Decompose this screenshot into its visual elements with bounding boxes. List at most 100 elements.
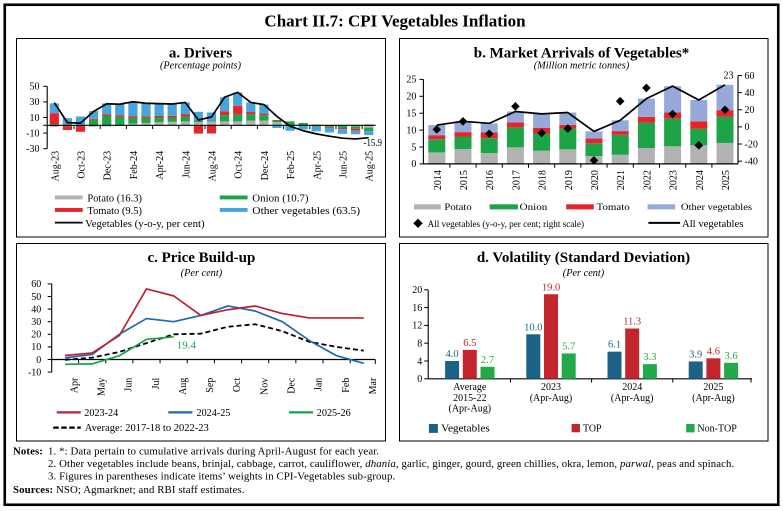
svg-text:Potato: Potato [444, 203, 472, 213]
svg-text:Oct: Oct [232, 377, 243, 392]
svg-text:(Percentage points): (Percentage points) [160, 60, 242, 71]
svg-text:Other vegetables: Other vegetables [681, 203, 752, 213]
svg-text:Onion: Onion [520, 203, 548, 213]
svg-text:2014: 2014 [433, 170, 444, 190]
svg-text:Jun-24: Jun-24 [181, 151, 192, 178]
svg-text:Average: 2017-18 to 2022-23: Average: 2017-18 to 2022-23 [85, 422, 209, 434]
svg-text:(Apr-Aug): (Apr-Aug) [692, 393, 735, 404]
svg-text:8: 8 [417, 339, 422, 350]
svg-text:60: 60 [745, 71, 755, 82]
svg-text:(Per cent): (Per cent) [563, 268, 605, 279]
svg-text:2023-24: 2023-24 [84, 407, 118, 419]
svg-text:d. Volatility (Standard Deviat: d. Volatility (Standard Deviation) [477, 250, 690, 266]
svg-text:Feb-24: Feb-24 [129, 151, 140, 179]
svg-text:20: 20 [745, 105, 755, 116]
svg-text:23: 23 [724, 71, 734, 82]
svg-text:All vegetables (y-o-y, per cen: All vegetables (y-o-y, per cent; right s… [428, 219, 584, 230]
svg-text:4.0: 4.0 [446, 349, 459, 360]
svg-text:Chart II.7: CPI Vegetables Inf: Chart II.7: CPI Vegetables Inflation [264, 12, 526, 31]
svg-text:Onion (10.7): Onion (10.7) [252, 193, 309, 205]
svg-text:20: 20 [31, 330, 41, 341]
svg-text:3.3: 3.3 [643, 352, 656, 363]
svg-text:b. Market Arrivals of Vegetabl: b. Market Arrivals of Vegetables* [474, 45, 689, 61]
svg-text:12: 12 [412, 321, 422, 332]
svg-text:2023: 2023 [669, 170, 680, 190]
svg-text:2019: 2019 [564, 170, 575, 190]
svg-text:Dec: Dec [287, 377, 298, 394]
svg-text:Non-TOP: Non-TOP [697, 423, 736, 435]
svg-text:10: 10 [31, 342, 41, 353]
svg-text:19.4: 19.4 [177, 340, 197, 352]
svg-text:TOP: TOP [583, 423, 602, 435]
svg-text:2018: 2018 [538, 170, 549, 190]
svg-text:16: 16 [412, 303, 422, 314]
svg-text:5.7: 5.7 [562, 341, 575, 352]
svg-text:(Apr-Aug): (Apr-Aug) [611, 393, 654, 404]
svg-text:Average: Average [453, 382, 487, 393]
svg-text:May: May [96, 378, 107, 396]
svg-text:50: 50 [30, 82, 40, 93]
svg-text:2. Other vegetables include be: 2. Other vegetables include beans, brinj… [48, 458, 734, 470]
svg-text:Notes:1. *: Data pertain to cu: Notes: 1. *: Data pertain to cumulative a… [13, 445, 379, 457]
svg-text:3. Figures in parentheses indi: 3. Figures in parentheses indicate items… [48, 471, 395, 483]
svg-text:Other vegetables (63.5): Other vegetables (63.5) [252, 205, 360, 217]
svg-text:Apr: Apr [69, 377, 80, 393]
svg-text:Oct-23: Oct-23 [77, 151, 88, 179]
svg-text:2017: 2017 [511, 170, 522, 190]
svg-text:Aug-25: Aug-25 [365, 151, 376, 182]
svg-text:15: 15 [406, 109, 416, 120]
svg-text:Jun: Jun [124, 378, 135, 392]
svg-text:Potato (16.3): Potato (16.3) [87, 193, 142, 205]
svg-text:3.6: 3.6 [725, 351, 738, 362]
svg-text:Aug-24: Aug-24 [208, 151, 219, 182]
svg-text:(Million metric tonnes): (Million metric tonnes) [534, 60, 630, 71]
svg-text:40: 40 [745, 88, 755, 99]
svg-text:2025-26: 2025-26 [317, 407, 351, 419]
svg-text:Nov: Nov [259, 378, 270, 395]
svg-text:Feb-25: Feb-25 [286, 151, 297, 179]
svg-text:40: 40 [31, 304, 41, 315]
svg-text:30: 30 [30, 97, 40, 108]
svg-text:(Per cent): (Per cent) [181, 268, 223, 279]
svg-text:0: 0 [411, 159, 416, 170]
svg-text:2016: 2016 [485, 170, 496, 190]
svg-text:2024: 2024 [622, 382, 642, 393]
svg-text:10.0: 10.0 [524, 322, 542, 333]
svg-text:2025: 2025 [721, 170, 732, 190]
svg-text:3.9: 3.9 [689, 349, 702, 360]
svg-text:4.6: 4.6 [707, 346, 720, 357]
svg-text:Aug: Aug [178, 378, 189, 395]
svg-text:Vegetables (y-o-y, per cent): Vegetables (y-o-y, per cent) [85, 218, 205, 230]
svg-text:0: 0 [417, 374, 422, 385]
svg-text:Jan: Jan [314, 378, 325, 391]
svg-text:All vegetables: All vegetables [682, 219, 744, 230]
svg-text:Jun-25: Jun-25 [339, 151, 350, 178]
svg-text:Apr-25: Apr-25 [312, 151, 323, 180]
svg-text:Vegetables: Vegetables [441, 423, 490, 435]
svg-text:Feb: Feb [341, 378, 352, 393]
svg-text:0: 0 [36, 355, 41, 366]
svg-text:-30: -30 [26, 144, 39, 155]
svg-text:a. Drivers: a. Drivers [169, 45, 232, 61]
svg-text:Tomato: Tomato [597, 203, 630, 213]
svg-text:20: 20 [412, 285, 422, 296]
svg-text:5: 5 [411, 142, 416, 153]
svg-text:20: 20 [406, 92, 416, 103]
svg-text:-40: -40 [745, 156, 758, 167]
svg-text:(Apr-Aug): (Apr-Aug) [530, 393, 573, 404]
svg-text:Oct-24: Oct-24 [234, 151, 245, 179]
svg-text:25: 25 [406, 75, 416, 86]
svg-text:50: 50 [31, 292, 41, 303]
svg-text:Mar: Mar [368, 377, 379, 394]
svg-text:-10: -10 [26, 128, 39, 139]
svg-text:4: 4 [417, 356, 422, 367]
svg-text:2025: 2025 [703, 382, 723, 393]
svg-text:Sep: Sep [205, 378, 216, 393]
svg-text:2015-22: 2015-22 [453, 393, 486, 404]
svg-text:2022: 2022 [642, 170, 653, 190]
svg-text:10: 10 [30, 113, 40, 124]
svg-text:11.3: 11.3 [623, 317, 641, 328]
svg-text:Jul: Jul [151, 377, 162, 389]
svg-text:2024-25: 2024-25 [197, 407, 231, 419]
svg-text:Aug-23: Aug-23 [50, 151, 61, 182]
